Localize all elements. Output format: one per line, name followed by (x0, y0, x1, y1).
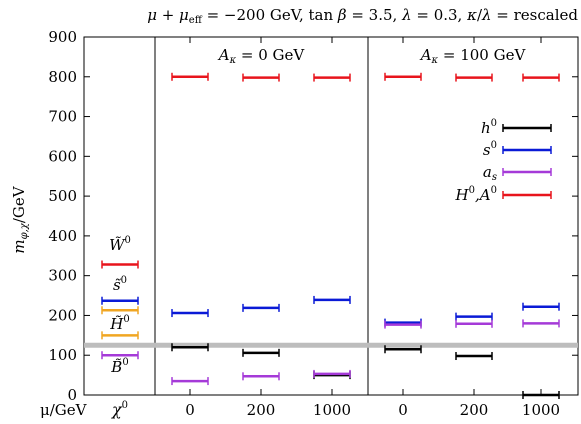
data-point (522, 302, 560, 311)
data-point (242, 303, 280, 312)
data-point (171, 309, 209, 318)
legend-swatch (502, 146, 552, 154)
neutralino-mark (101, 296, 139, 305)
y-tick-label: 700 (48, 108, 77, 126)
data-point (522, 319, 560, 328)
neutralino-label: B̃0 (110, 357, 128, 376)
x-tick-label-chi: χ0 (111, 400, 128, 419)
x-tick-label: 1000 (313, 401, 351, 419)
y-tick-label: 100 (48, 346, 77, 364)
neutralino-mark (101, 351, 139, 360)
chart-title: μ + μeff = −200 GeV, tan β = 3.5, λ = 0.… (147, 6, 578, 26)
plot-frame (83, 36, 579, 396)
x-tick-label: 0 (398, 401, 408, 419)
data-point (171, 343, 209, 352)
legend-swatch (502, 191, 552, 199)
data-point (384, 320, 422, 329)
y-tick-label: 800 (48, 68, 77, 86)
y-tick-label: 300 (48, 267, 77, 285)
data-point (171, 377, 209, 386)
data-point (313, 295, 351, 304)
panel-label: Aκ = 100 GeV (419, 46, 527, 66)
data-point (313, 73, 351, 82)
y-tick-label: 600 (48, 147, 77, 165)
data-point (455, 319, 493, 328)
neutralino-mark (101, 260, 139, 269)
neutralino-mark (101, 306, 139, 315)
data-point (522, 73, 560, 82)
legend-label: h0 (481, 118, 497, 137)
data-point (242, 348, 280, 357)
neutralino-label: W̃0 (109, 235, 131, 254)
neutralino-label: H̃0 (109, 314, 129, 333)
y-tick-label: 400 (48, 227, 77, 245)
y-tick-label: 200 (48, 306, 77, 324)
panel-label: Aκ = 0 GeV (217, 46, 306, 66)
x-tick-label: 0 (185, 401, 195, 419)
data-point (455, 312, 493, 321)
legend-label: as (483, 163, 497, 183)
y-tick-label: 500 (48, 187, 77, 205)
data-point (313, 369, 351, 378)
data-point (384, 345, 422, 354)
legend-label: s0 (483, 140, 497, 159)
legend-label: H0,A0 (455, 185, 497, 204)
y-tick-label: 0 (67, 386, 77, 404)
data-point (455, 352, 493, 361)
x-axis-label: μ/GeV (40, 401, 88, 419)
data-point (171, 72, 209, 81)
data-point (242, 372, 280, 381)
y-axis-label: mφ,χ/GeV (10, 185, 30, 253)
x-tick-label: 200 (460, 401, 489, 419)
data-point (455, 73, 493, 82)
data-point (242, 73, 280, 82)
y-tick-label: 900 (48, 28, 77, 46)
neutralino-label: s̃0 (113, 275, 127, 294)
legend-swatch (502, 168, 552, 176)
x-tick-label: 1000 (522, 401, 560, 419)
data-point (522, 391, 560, 399)
data-point (384, 72, 422, 81)
legend-swatch (502, 124, 552, 132)
neutralino-mark (101, 331, 139, 340)
x-tick-label: 200 (247, 401, 276, 419)
